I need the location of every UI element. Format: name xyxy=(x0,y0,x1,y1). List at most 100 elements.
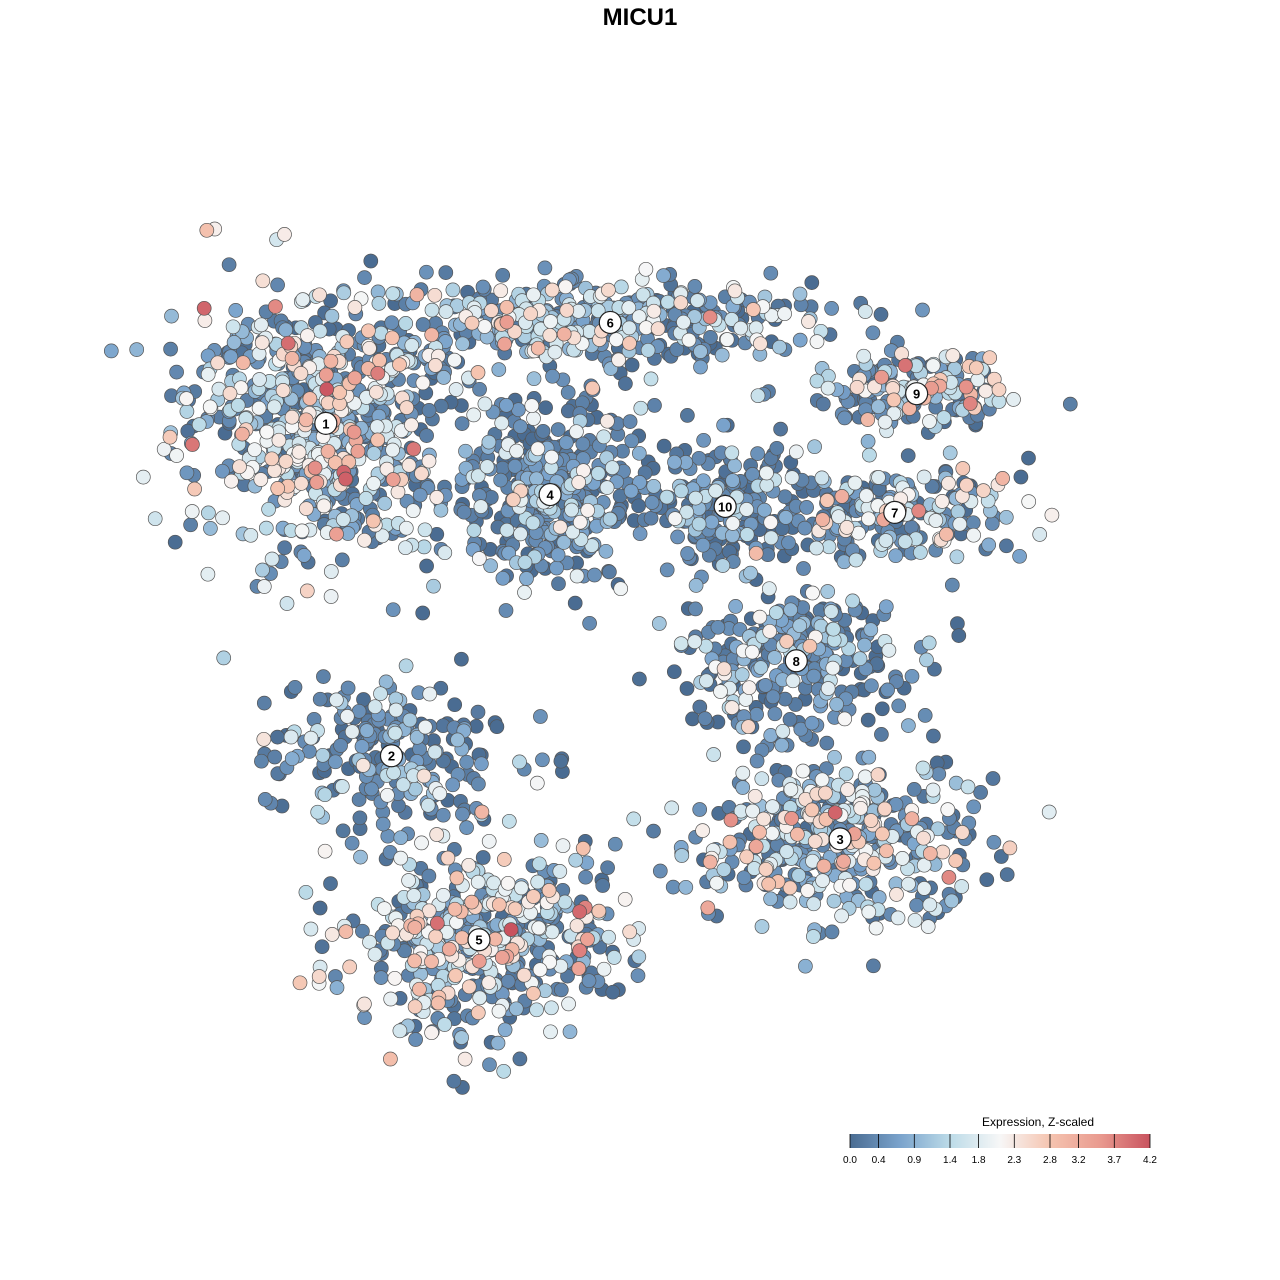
cell-point xyxy=(575,841,591,856)
cell-point xyxy=(815,873,830,888)
cell-point xyxy=(447,901,463,917)
cell-point xyxy=(314,939,330,955)
cluster-label-10: 10 xyxy=(713,494,737,519)
legend-tick-label: 0.0 xyxy=(843,1155,857,1166)
cell-point xyxy=(388,702,404,718)
cell-point xyxy=(791,868,807,883)
cell-point xyxy=(691,450,707,466)
cell-point xyxy=(479,459,495,475)
cell-point xyxy=(235,355,251,371)
cell-point xyxy=(799,500,814,515)
cell-point xyxy=(801,314,816,329)
cell-point xyxy=(481,975,497,991)
cell-point xyxy=(513,526,528,542)
cell-point xyxy=(542,327,558,343)
cell-point xyxy=(999,538,1014,554)
cell-point xyxy=(440,850,456,866)
cell-point xyxy=(572,514,588,530)
cell-point xyxy=(856,348,872,364)
cell-point xyxy=(424,302,440,318)
cell-point xyxy=(857,304,873,319)
cell-point xyxy=(897,358,913,373)
cell-point xyxy=(346,424,362,440)
cell-point xyxy=(819,735,835,751)
cell-point xyxy=(424,1025,439,1041)
cell-point xyxy=(385,442,400,458)
cell-point xyxy=(784,470,800,485)
cell-point xyxy=(691,516,707,532)
cell-point xyxy=(329,692,344,708)
cell-point xyxy=(837,711,853,727)
cell-point xyxy=(681,332,697,348)
cell-point xyxy=(814,772,830,788)
cell-point xyxy=(370,365,386,381)
cluster-label-4: 4 xyxy=(538,482,562,507)
cell-point xyxy=(860,412,876,427)
cell-point xyxy=(519,571,534,586)
cell-point xyxy=(424,954,439,969)
cell-point xyxy=(962,396,978,411)
cell-point xyxy=(792,332,808,348)
cell-point xyxy=(623,483,639,499)
cell-point xyxy=(497,336,512,352)
cell-point xyxy=(763,515,779,530)
cell-point xyxy=(845,593,860,609)
cell-point xyxy=(890,910,906,926)
cell-point xyxy=(359,723,375,738)
cell-point xyxy=(312,287,327,303)
cell-point xyxy=(763,530,779,546)
cell-point xyxy=(215,463,230,479)
cell-point xyxy=(544,1000,559,1016)
cell-point xyxy=(357,532,372,548)
cell-point xyxy=(877,414,893,430)
cell-point xyxy=(191,417,207,432)
cell-point xyxy=(329,980,345,995)
cell-point xyxy=(414,466,429,481)
cell-point xyxy=(919,652,934,668)
cell-point xyxy=(982,350,998,366)
cell-point xyxy=(952,516,968,532)
cell-point xyxy=(234,426,250,442)
cell-point xyxy=(848,552,864,568)
cell-point xyxy=(749,753,765,769)
cell-point xyxy=(383,991,399,1007)
cell-point xyxy=(656,438,672,454)
cell-point xyxy=(499,299,515,315)
cell-point xyxy=(939,526,954,542)
cell-point xyxy=(470,1005,486,1021)
cell-point xyxy=(795,763,811,779)
cell-point xyxy=(928,513,944,528)
cell-point xyxy=(323,876,338,891)
cell-point xyxy=(652,863,668,879)
cell-point xyxy=(874,369,889,385)
cell-point xyxy=(602,511,618,527)
cluster-label-8: 8 xyxy=(784,649,808,673)
cell-point xyxy=(497,1022,513,1038)
cell-point xyxy=(292,975,308,991)
cell-point xyxy=(398,658,414,674)
cell-point xyxy=(280,335,296,351)
cell-point xyxy=(816,858,832,874)
cell-point xyxy=(470,365,486,380)
cell-point xyxy=(792,618,808,634)
cell-point xyxy=(821,539,837,555)
cell-point xyxy=(778,510,794,525)
cell-point xyxy=(727,283,743,299)
cell-point xyxy=(461,979,477,995)
cell-point xyxy=(393,830,409,846)
cell-point xyxy=(779,634,795,649)
cell-point xyxy=(284,409,300,425)
cluster-label-text: 5 xyxy=(475,933,482,948)
cluster-label-text: 1 xyxy=(322,416,329,431)
cell-point xyxy=(877,801,893,817)
cell-point xyxy=(624,357,640,373)
cell-point xyxy=(404,338,420,353)
cell-point xyxy=(702,309,718,325)
cell-point xyxy=(427,744,443,760)
cell-point xyxy=(901,876,916,892)
cluster-label-text: 7 xyxy=(891,505,898,520)
cell-point xyxy=(788,444,804,460)
cell-point xyxy=(578,869,593,885)
cell-point xyxy=(696,432,711,448)
cell-point xyxy=(725,516,741,531)
